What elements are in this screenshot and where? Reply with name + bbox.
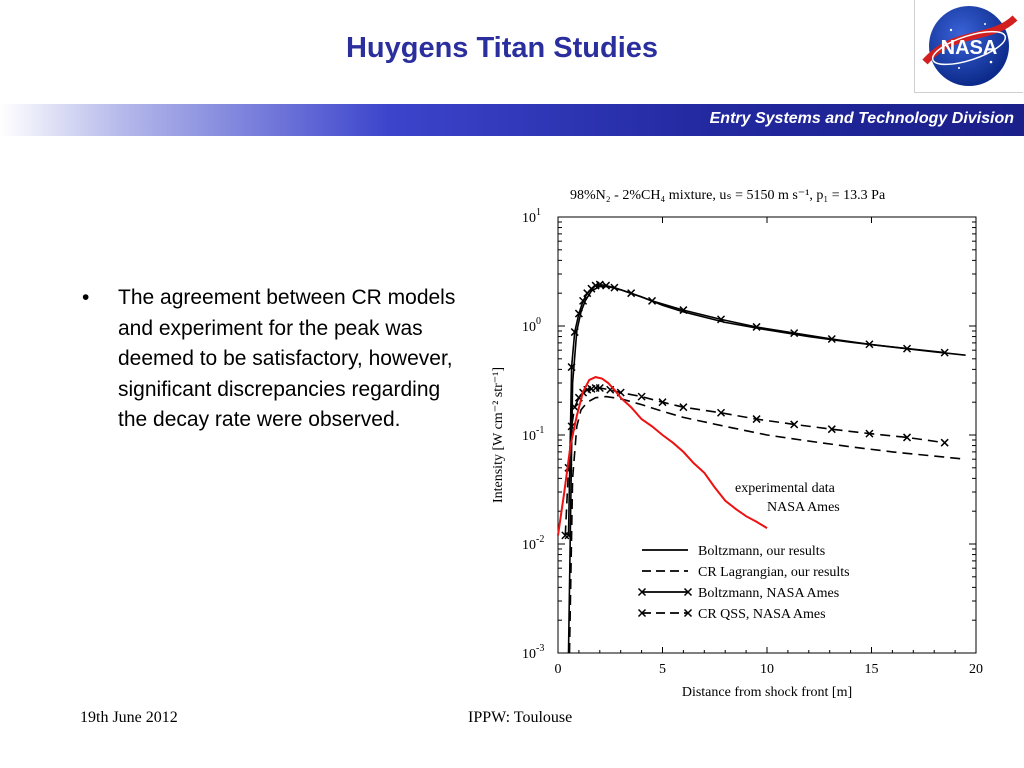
series-point xyxy=(602,281,611,290)
series-point xyxy=(790,420,799,429)
series-point xyxy=(940,438,949,447)
chart-ticks: 0 5 10 15 20 10-3 10-2 10-1 100 101 xyxy=(522,207,983,677)
series-point xyxy=(752,322,761,331)
chart-series xyxy=(557,280,966,654)
footer-date: 19th June 2012 xyxy=(80,709,178,726)
division-name: Entry Systems and Technology Division xyxy=(709,110,1014,127)
bullet-dot-icon: • xyxy=(82,286,90,309)
footer-venue: IPPW: Toulouse xyxy=(468,709,573,726)
x-tick-label: 5 xyxy=(659,662,666,677)
legend-marker xyxy=(637,608,647,618)
legend-marker xyxy=(683,587,693,597)
legend-label: CR Lagrangian, our results xyxy=(698,565,850,580)
series-point xyxy=(610,283,619,292)
series-point xyxy=(716,408,726,417)
series-point xyxy=(679,403,688,412)
bullet-text: The agreement between CR models and expe… xyxy=(118,286,456,431)
slide-title: Huygens Titan Studies xyxy=(345,32,659,64)
legend-label: CR QSS, NASA Ames xyxy=(698,607,826,622)
series-point xyxy=(940,348,949,357)
x-tick-label: 10 xyxy=(760,662,774,677)
series-line-5 xyxy=(557,376,768,536)
legend-marker xyxy=(683,608,693,618)
series-point xyxy=(865,429,874,438)
series-point xyxy=(561,531,570,540)
legend-label: Boltzmann, our results xyxy=(698,544,825,559)
series-point xyxy=(627,289,636,298)
legend-marker xyxy=(637,587,647,597)
series-point xyxy=(658,398,667,407)
series-point xyxy=(579,296,588,305)
y-tick-label: 10-3 xyxy=(522,643,544,662)
nasa-logo-text: NASA xyxy=(941,37,998,59)
series-point xyxy=(637,392,646,401)
legend-label: Boltzmann, NASA Ames xyxy=(698,586,839,601)
series-point xyxy=(790,329,799,338)
intensity-chart: 0 5 10 15 20 10-3 10-2 10-1 100 101 Boltzmann, ou… xyxy=(491,188,983,700)
chart-legend: Boltzmann, our results CR Lagrangian, our… xyxy=(637,544,850,622)
y-tick-label: 10-1 xyxy=(522,425,544,444)
experimental-annotation-line-1: experimental data xyxy=(735,481,836,496)
y-tick-label: 101 xyxy=(522,207,541,226)
series-point xyxy=(902,433,912,442)
series-line-2 xyxy=(568,395,966,654)
experimental-annotation-line-2: NASA Ames xyxy=(767,500,840,515)
series-point xyxy=(567,363,576,372)
series-point xyxy=(865,340,874,349)
x-tick-label: 0 xyxy=(555,662,562,677)
series-point xyxy=(570,328,579,337)
series-point xyxy=(827,334,836,344)
x-axis-label: Distance from shock front [m] xyxy=(682,685,852,700)
division-banner: Entry Systems and Technology Division xyxy=(0,104,1024,136)
nasa-logo-icon: NASA xyxy=(922,6,1018,86)
bullet-list: • The agreement between CR models and ex… xyxy=(82,283,472,436)
series-point xyxy=(827,425,836,434)
nasa-logo: NASA xyxy=(914,0,1023,93)
series-point xyxy=(595,383,604,393)
chart-title: 98%N₂ - 2%CH₄ mixture, uₛ = 5150 m s⁻¹, … xyxy=(570,188,886,203)
series-point xyxy=(648,296,657,305)
bullet-item: • The agreement between CR models and ex… xyxy=(82,283,472,436)
x-tick-label: 15 xyxy=(865,662,879,677)
x-tick-label: 20 xyxy=(969,662,983,677)
series-point xyxy=(752,415,761,424)
series-point xyxy=(716,315,726,324)
series-point xyxy=(679,306,688,315)
y-tick-label: 10-2 xyxy=(522,534,544,553)
series-point xyxy=(570,403,579,412)
series-point xyxy=(902,344,912,353)
series-point xyxy=(595,280,604,289)
y-tick-label: 100 xyxy=(522,316,541,335)
series-point xyxy=(574,309,583,318)
y-axis-label: Intensity [W cm⁻² str⁻¹] xyxy=(491,367,506,503)
